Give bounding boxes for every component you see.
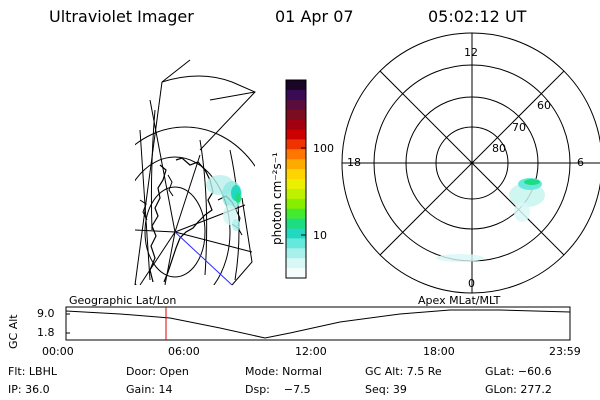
timeline-ytick-low: 1.8 [37, 326, 55, 339]
timeline-plot [65, 306, 571, 341]
timeline-ytick-high: 9.0 [37, 307, 55, 320]
colorbar-band [286, 218, 306, 230]
mode-readout: Mode: Normal [245, 365, 322, 378]
colorbar-band [286, 258, 306, 269]
mlt-label-0: 0 [468, 277, 475, 290]
geographic-map [134, 59, 256, 286]
dsp-readout: Dsp: −7.5 [245, 383, 311, 396]
colorbar-band [286, 179, 306, 190]
time-readout: 05:02:12 UT [428, 7, 527, 26]
mlt-label-6: 6 [577, 156, 584, 169]
colorbar-band [286, 109, 306, 121]
colorbar-band [286, 188, 306, 200]
mlat-label-70: 70 [512, 121, 526, 134]
timeline-left-title: Geographic Lat/Lon [69, 294, 177, 307]
timeline-y-axis-label: GC Alt [7, 314, 20, 349]
colorbar-band [286, 268, 306, 279]
colorbar-band [286, 248, 306, 259]
colorbar-band [286, 80, 306, 91]
date-readout: 01 Apr 07 [275, 7, 354, 26]
colorbar-band [286, 89, 306, 101]
glat-readout: GLat: −60.6 [485, 365, 552, 378]
colorbar-band [286, 139, 306, 150]
colorbar-band [286, 99, 306, 111]
timeline-xtick-0600: 06:00 [168, 345, 200, 358]
colorbar-band [286, 238, 306, 249]
filter-readout: Flt: LBHL [8, 365, 57, 378]
gain-readout: Gain: 14 [126, 383, 173, 396]
timeline-xtick-1800: 18:00 [423, 345, 455, 358]
colorbar-band [286, 208, 306, 220]
timeline-right-title: Apex MLat/MLT [418, 294, 501, 307]
ip-readout: IP: 36.0 [8, 383, 50, 396]
colorbar-unit-label: photon cm⁻²s⁻¹ [270, 152, 284, 245]
mlat-label-60: 60 [537, 99, 551, 112]
colorbar-band [286, 198, 306, 210]
app-title: Ultraviolet Imager [49, 7, 194, 26]
colorbar-band [286, 129, 306, 140]
colorbar-band [286, 149, 306, 160]
glon-readout: GLon: 277.2 [485, 383, 552, 396]
colorbar-band [286, 228, 306, 239]
door-readout: Door: Open [126, 365, 189, 378]
colorbar-band [286, 159, 306, 170]
timeline-xtick-1200: 12:00 [295, 345, 327, 358]
mlt-label-12: 12 [464, 46, 478, 59]
gc-alt-readout: GC Alt: 7.5 Re [365, 365, 442, 378]
timeline-xtick-0000: 00:00 [42, 345, 74, 358]
colorbar-band [286, 119, 306, 131]
colorbar-tick-100: 100 [313, 142, 334, 155]
mlt-label-18: 18 [347, 156, 361, 169]
seq-readout: Seq: 39 [365, 383, 407, 396]
colorbar-tick-10: 10 [313, 229, 327, 242]
mlat-label-80: 80 [492, 142, 506, 155]
colorbar [285, 79, 307, 279]
timeline-xtick-2359: 23:59 [549, 345, 581, 358]
colorbar-band [286, 169, 306, 180]
polar-plot [341, 32, 600, 294]
